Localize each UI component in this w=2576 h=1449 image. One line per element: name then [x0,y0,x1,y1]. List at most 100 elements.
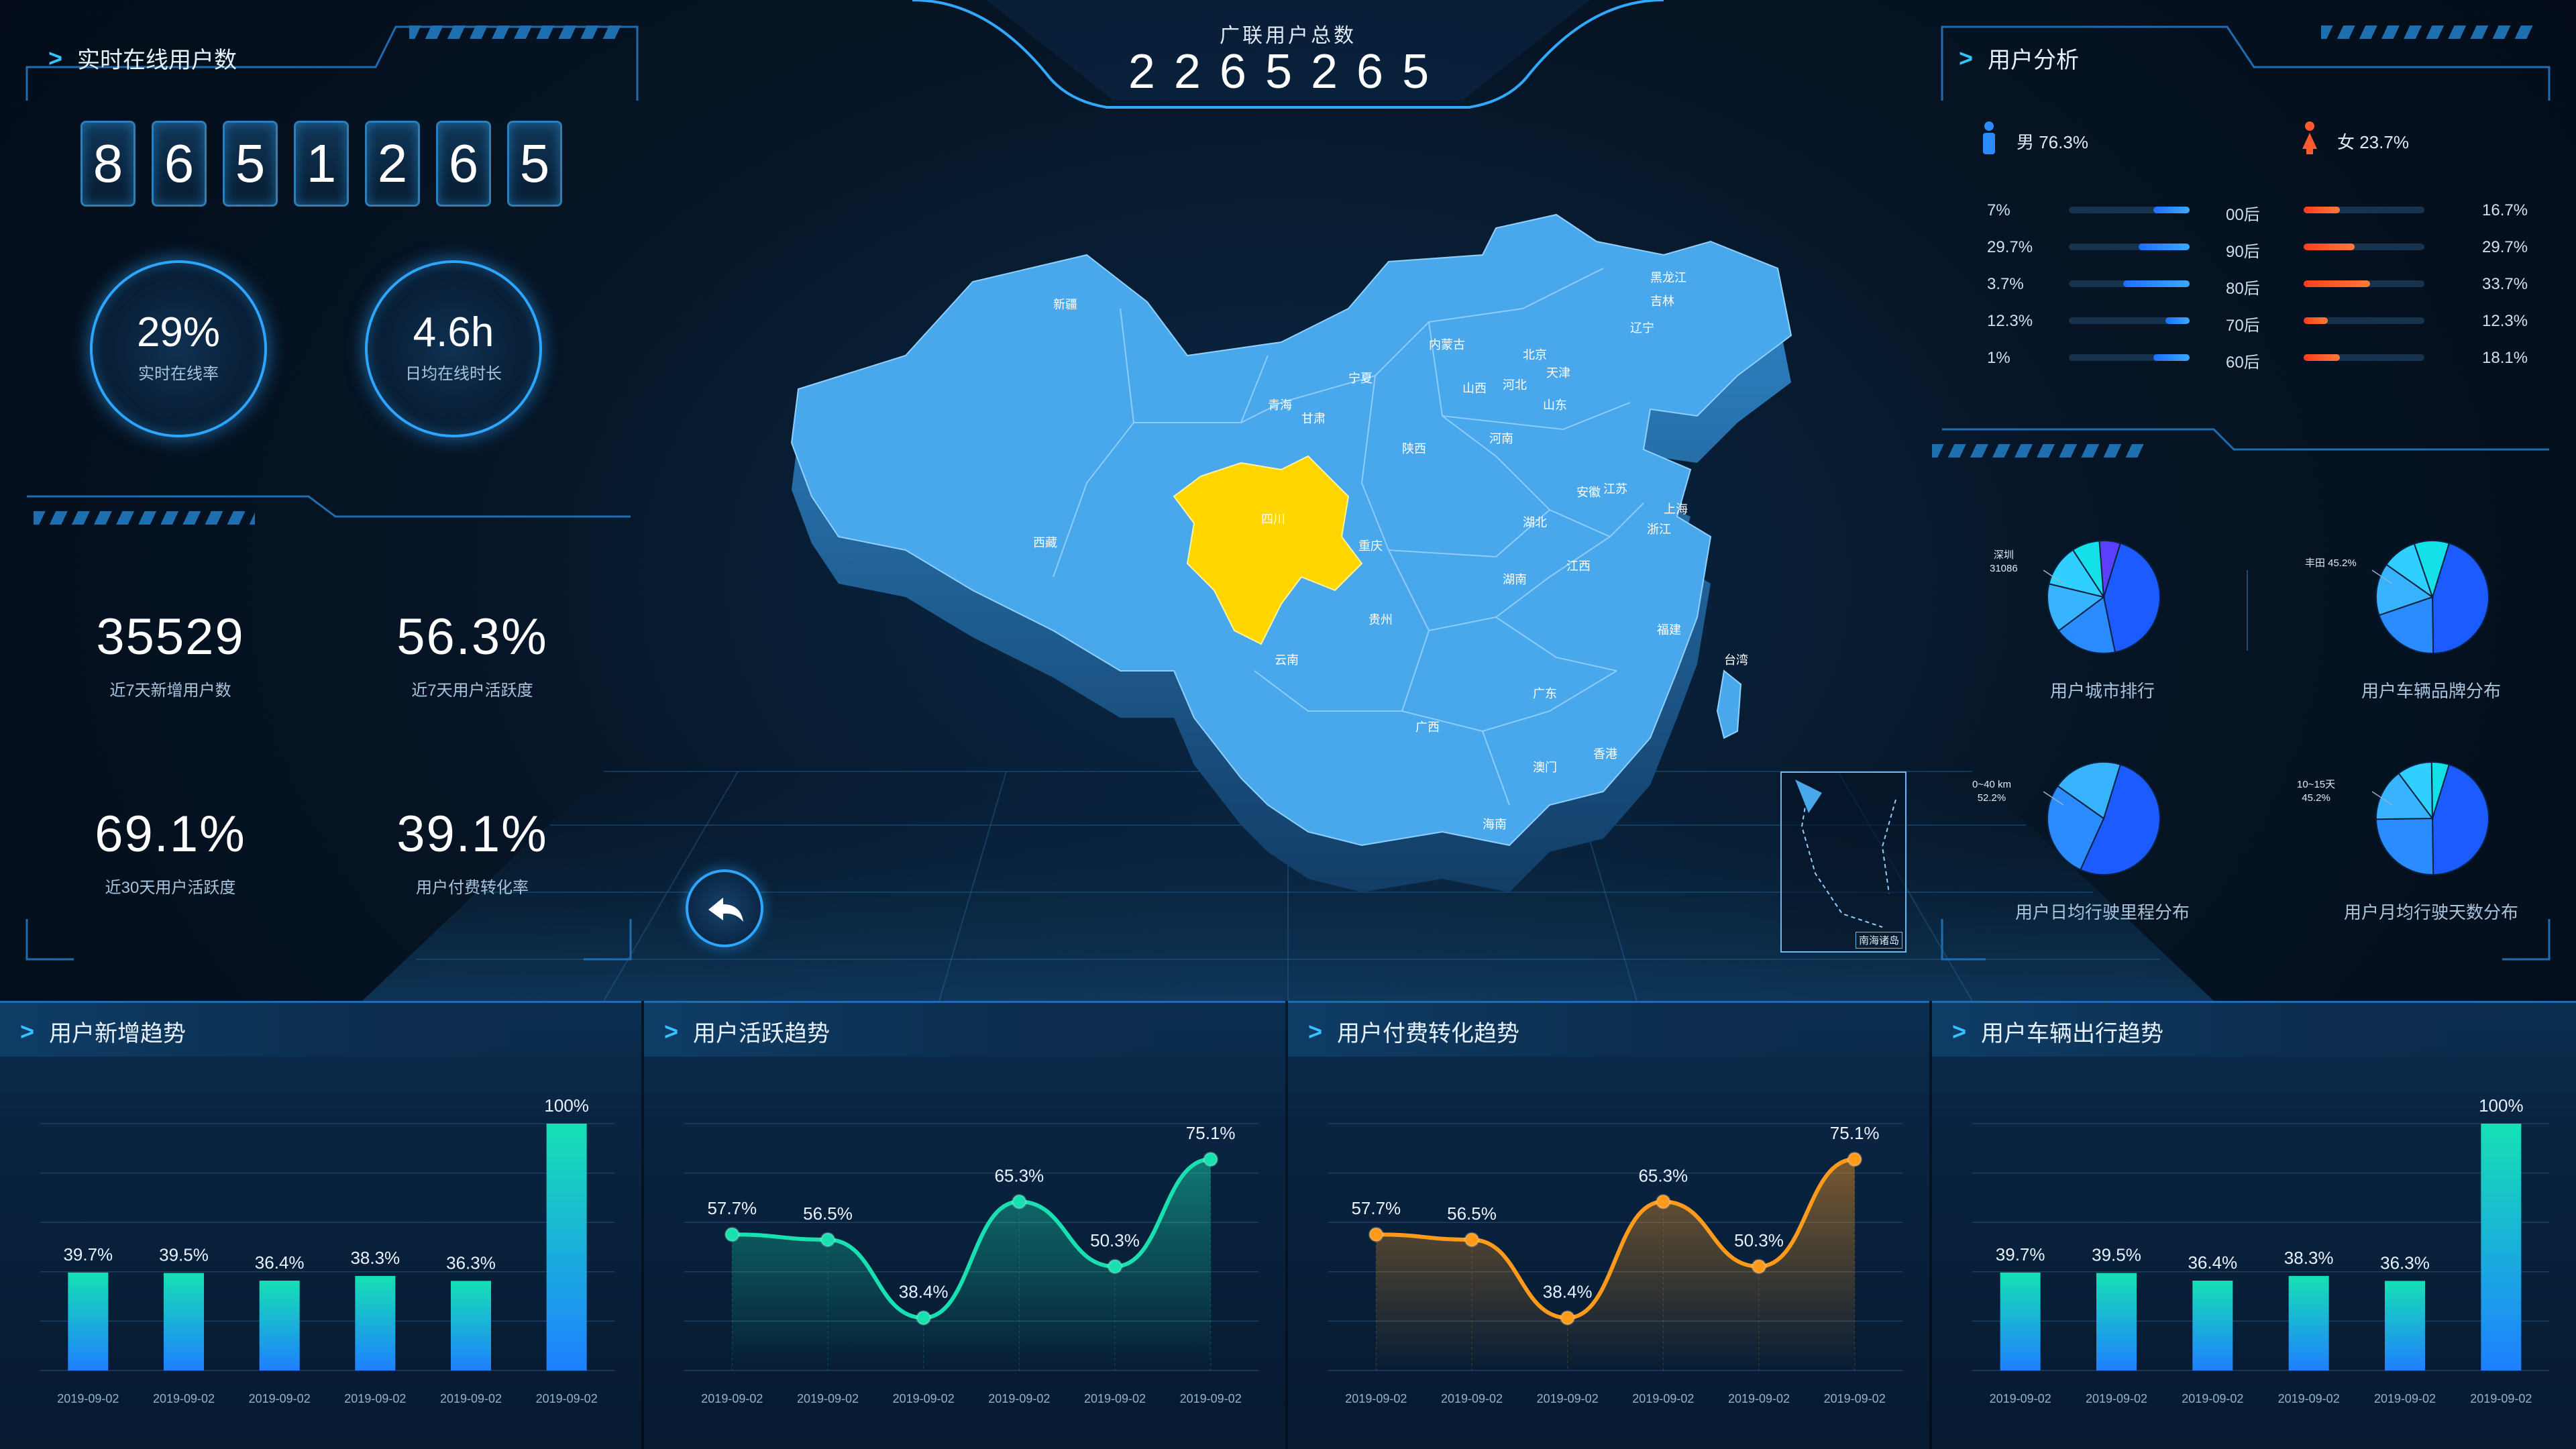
x-tick-label: 2019-09-02 [797,1392,859,1405]
back-arrow-icon [708,898,743,922]
age-male-track [2069,244,2190,250]
age-female-value: 16.7% [2482,201,2528,219]
trips-bar-chart: 39.7% 2019-09-02 39.5% 2019-09-02 36.4% 2019-… [1972,1095,2549,1405]
data-point [724,1226,740,1242]
panel-title-row: > 用户新增趋势 [20,1015,186,1048]
pie-note: 0~40 km 52.2% [1972,778,2011,805]
data-label: 65.3% [994,1165,1044,1185]
age-female-bar [2304,280,2370,287]
province-labels: 新疆 西藏 青海 甘肃 宁夏 内蒙古 黑龙江 吉林 辽宁 北京 天津 河北 山西… [1033,271,1748,831]
province-label: 甘肃 [1301,412,1326,425]
back-button[interactable] [686,869,763,947]
china-map[interactable]: 新疆 西藏 青海 甘肃 宁夏 内蒙古 黑龙江 吉林 辽宁 北京 天津 河北 山西… [771,201,1925,939]
data-label: 39.5% [2092,1245,2141,1265]
pie-note: 10~15天 45.2% [2297,778,2335,805]
bar [68,1272,109,1371]
province-label: 西藏 [1033,536,1057,549]
age-male-bar [2165,317,2190,324]
age-female-value: 33.7% [2482,275,2528,293]
data-label: 38.3% [350,1248,400,1268]
map-taiwan [1716,669,1742,739]
pie-note-line: 45.2% [2302,792,2330,804]
pie-slice [2057,596,2116,654]
data-label: 100% [2479,1095,2524,1116]
pie-slice [2079,763,2161,875]
female-ratio: 女 23.7% [2337,132,2409,152]
province-borders [1053,268,1644,806]
bar [2288,1276,2329,1371]
age-male-bar [2123,280,2190,287]
panel-header [1932,1003,2576,1057]
online-rate-label: 实时在线率 [138,365,219,383]
trend-panel-conversion: > 用户付费转化趋势 57.7% 2019-09-02 56.5% 2019-09-0… [1288,1001,1929,1449]
bar [2385,1281,2425,1371]
pie-mileage [2043,761,2161,875]
stat-active-7d: 56.3% 近7天用户活跃度 [331,608,613,700]
data-label: 38.3% [2284,1248,2334,1268]
chart-title: 用户活跃趋势 [693,1021,830,1046]
province-label: 青海 [1268,398,1292,412]
province-label: 湖北 [1523,516,1547,529]
age-male-value: 29.7% [1987,238,2033,256]
header-title: 广联用户总数 [1220,25,1356,47]
pie-slice [2102,542,2161,653]
age-male-bar [2139,244,2190,250]
south-sea-inset: 南海诸岛 [1780,771,1907,953]
province-label: 陕西 [1402,442,1426,455]
pie-leader-line [2371,570,2393,584]
data-label: 56.5% [803,1203,853,1224]
trend-panel-new: > 用户新增趋势 39.7% 2019-09-02 39.5% 2019-09-02 3… [0,1001,641,1449]
bar [259,1281,300,1371]
age-male-bar [2153,354,2190,361]
pie-note: 深圳 31086 [1990,549,2018,576]
province-label: 江苏 [1603,482,1627,496]
map-highlight-sichuan[interactable] [1173,455,1363,645]
panel-title-row: > 用户付费转化趋势 [1308,1015,1519,1048]
x-tick-label: 2019-09-02 [1824,1392,1886,1405]
stat-value: 56.3% [396,608,548,665]
total-users: 2265265 [1128,45,1448,99]
age-male-value: 12.3% [1987,312,2033,330]
bar [164,1273,204,1371]
age-male-track [2069,207,2190,213]
pie-charts [2043,540,2489,876]
active-line-chart: 57.7% 2019-09-02 56.5% 2019-09-02 38.4% 2019-… [684,1123,1258,1405]
pie-slice [2430,761,2451,819]
x-tick-label: 2019-09-02 [1345,1392,1407,1405]
avg-online-gauge: 4.6h 日均在线时长 [365,260,542,437]
age-group: 90后 [2226,243,2260,261]
age-male-track [2069,317,2190,324]
x-tick-label: 2019-09-02 [701,1392,763,1405]
x-tick-label: 2019-09-02 [2086,1392,2147,1405]
age-female-value: 12.3% [2482,312,2528,330]
bar [546,1124,587,1371]
south-sea-label: 南海诸岛 [1855,932,1902,949]
province-label: 香港 [1593,747,1617,761]
pie-note-line: 丰田 45.2% [2305,557,2357,569]
stat-label: 近7天新增用户数 [109,682,231,700]
pie-slice [2375,772,2434,820]
panel-title-row: > 用户活跃趋势 [664,1015,830,1048]
chevron-right-icon: > [20,1017,35,1045]
x-tick-label: 2019-09-02 [249,1392,311,1405]
bar [2192,1281,2233,1371]
data-point [1203,1151,1219,1167]
pie-slice [2431,542,2489,655]
data-label: 36.4% [2188,1252,2237,1273]
online-rate-value: 29% [136,309,221,356]
data-point [1847,1151,1863,1167]
pie-slice [2047,785,2105,871]
deco-stripes [1932,444,2147,458]
pie-leader-line [2371,791,2393,806]
pie-label: 用户月均行驶天数分布 [2343,902,2518,922]
bar [2096,1273,2137,1371]
stat-label: 近30天用户活跃度 [105,879,236,897]
chevron-right-icon: > [1308,1017,1323,1045]
analysis-title: 用户分析 [1988,48,2080,73]
online-digit: 6 [152,121,207,207]
trend-panel-trips: > 用户车辆出行趋势 39.7% 2019-09-02 39.5% 2019-09-0… [1932,1001,2576,1449]
data-point [1655,1193,1671,1210]
background-frame [25,0,2551,1001]
stat-label: 近7天用户活跃度 [411,682,533,700]
data-label: 56.5% [1447,1203,1497,1224]
